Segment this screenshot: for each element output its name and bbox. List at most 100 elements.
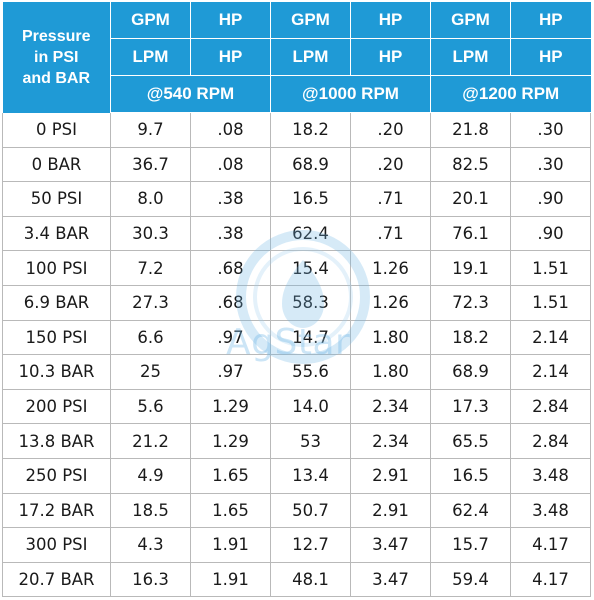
cell-gpm-540: 27.3 — [110, 285, 191, 321]
header-row-rpm: @540 RPM @1000 RPM @1200 RPM — [3, 75, 591, 113]
header-gpm-1200: GPM — [430, 2, 511, 39]
cell-hp-1200: 2.84 — [510, 389, 591, 425]
cell-pressure: 100 PSI — [2, 250, 111, 286]
cell-gpm-1000: 55.6 — [270, 354, 351, 390]
header-hp-540-metric: HP — [190, 38, 271, 76]
pressure-header-line-2: in PSI — [34, 48, 79, 66]
cell-gpm-540: 6.6 — [110, 320, 191, 356]
table-row: 6.9 BAR 27.3.68 58.3 1.26 72.3 1.51 — [2, 285, 591, 321]
cell-hp-1000: 1.80 — [350, 354, 431, 390]
table-row: 50 PSI 8.0.38 16.5.71 20.1.90 — [2, 181, 591, 217]
cell-pressure: 150 PSI — [2, 320, 111, 356]
cell-hp-540: .68 — [190, 285, 271, 321]
cell-hp-1200: 1.51 — [510, 250, 591, 286]
cell-gpm-540: 21.2 — [110, 423, 191, 459]
cell-hp-540: .38 — [190, 181, 271, 217]
cell-gpm-1200: 62.4 — [430, 493, 511, 529]
cell-gpm-1200: 59.4 — [430, 562, 511, 598]
cell-hp-540: .08 — [190, 112, 271, 148]
cell-gpm-1000: 15.4 — [270, 250, 351, 286]
cell-hp-1200: 2.14 — [510, 354, 591, 390]
cell-pressure: 3.4 BAR — [2, 216, 111, 252]
header-hp-1200: HP — [510, 2, 591, 39]
cell-hp-540: 1.29 — [190, 389, 271, 425]
cell-gpm-1200: 72.3 — [430, 285, 511, 321]
cell-hp-540: .68 — [190, 250, 271, 286]
cell-gpm-540: 4.3 — [110, 527, 191, 563]
cell-hp-1000: .20 — [350, 112, 431, 148]
table-row: 250 PSI 4.9 1.65 13.4 2.91 16.5 3.48 — [2, 458, 591, 494]
cell-hp-540: 1.29 — [190, 423, 271, 459]
header-gpm-1000: GPM — [270, 2, 351, 39]
header-lpm-540: LPM — [110, 38, 191, 76]
cell-hp-540: .38 — [190, 216, 271, 252]
cell-gpm-1200: 68.9 — [430, 354, 511, 390]
table-row: 13.8 BAR 21.2 1.29 53 2.34 65.5 2.84 — [2, 423, 591, 459]
cell-hp-540: 1.91 — [190, 527, 271, 563]
cell-hp-1200: .30 — [510, 147, 591, 183]
header-row-units-metric: LPM HP LPM HP LPM HP — [3, 38, 591, 76]
cell-pressure: 10.3 BAR — [2, 354, 111, 390]
cell-hp-1200: 2.84 — [510, 423, 591, 459]
cell-hp-540: 1.65 — [190, 458, 271, 494]
cell-hp-540: .97 — [190, 354, 271, 390]
cell-hp-540: 1.91 — [190, 562, 271, 598]
cell-pressure: 17.2 BAR — [2, 493, 111, 529]
pressure-column-header: Pressure in PSI and BAR — [2, 2, 111, 113]
cell-gpm-1000: 14.7 — [270, 320, 351, 356]
cell-hp-1200: 3.48 — [510, 458, 591, 494]
cell-hp-1000: 2.34 — [350, 423, 431, 459]
cell-hp-1200: 3.48 — [510, 493, 591, 529]
cell-gpm-1200: 82.5 — [430, 147, 511, 183]
cell-gpm-1000: 12.7 — [270, 527, 351, 563]
cell-gpm-540: 30.3 — [110, 216, 191, 252]
cell-gpm-540: 4.9 — [110, 458, 191, 494]
cell-hp-1200: .90 — [510, 216, 591, 252]
cell-hp-1200: 4.17 — [510, 562, 591, 598]
cell-hp-1000: 2.91 — [350, 493, 431, 529]
pressure-header-line-1: Pressure — [22, 27, 91, 45]
cell-gpm-1000: 14.0 — [270, 389, 351, 425]
cell-hp-1200: .30 — [510, 112, 591, 148]
header-rpm-540: @540 RPM — [110, 75, 271, 113]
cell-gpm-1200: 18.2 — [430, 320, 511, 356]
header-rpm-1200: @1200 RPM — [430, 75, 591, 113]
cell-hp-1200: 2.14 — [510, 320, 591, 356]
table-row: 10.3 BAR 25.97 55.6 1.80 68.9 2.14 — [2, 354, 591, 390]
cell-hp-1000: .71 — [350, 216, 431, 252]
cell-gpm-540: 8.0 — [110, 181, 191, 217]
table-row: 20.7 BAR 16.3 1.91 48.1 3.47 59.4 4.17 — [2, 562, 591, 598]
table-row: 17.2 BAR 18.5 1.65 50.7 2.91 62.4 3.48 — [2, 493, 591, 529]
header-lpm-1200: LPM — [430, 38, 511, 76]
cell-gpm-1200: 76.1 — [430, 216, 511, 252]
cell-pressure: 300 PSI — [2, 527, 111, 563]
cell-pressure: 250 PSI — [2, 458, 111, 494]
cell-gpm-1200: 21.8 — [430, 112, 511, 148]
cell-gpm-1000: 48.1 — [270, 562, 351, 598]
cell-gpm-1200: 15.7 — [430, 527, 511, 563]
cell-hp-1000: 2.34 — [350, 389, 431, 425]
header-rpm-1000: @1000 RPM — [270, 75, 431, 113]
cell-gpm-1000: 53 — [270, 423, 351, 459]
cell-hp-1000: .71 — [350, 181, 431, 217]
cell-pressure: 0 PSI — [2, 112, 111, 148]
table-body: 0 PSI 9.7.08 18.2.20 21.8.30 0 BAR 36.7.08 68.… — [2, 112, 591, 598]
pressure-header-line-3: and BAR — [22, 69, 91, 87]
cell-gpm-540: 16.3 — [110, 562, 191, 598]
cell-hp-1000: 1.80 — [350, 320, 431, 356]
cell-pressure: 6.9 BAR — [2, 285, 111, 321]
cell-hp-1000: .20 — [350, 147, 431, 183]
header-row-units-us: Pressure in PSI and BAR GPM HP GPM HP GP… — [2, 2, 591, 113]
cell-hp-540: .97 — [190, 320, 271, 356]
header-hp-1200-metric: HP — [510, 38, 591, 76]
table-row: 0 BAR 36.7.08 68.9.20 82.5.30 — [2, 147, 591, 183]
cell-hp-540: 1.65 — [190, 493, 271, 529]
cell-hp-1000: 3.47 — [350, 527, 431, 563]
cell-gpm-540: 9.7 — [110, 112, 191, 148]
cell-gpm-1000: 50.7 — [270, 493, 351, 529]
cell-gpm-1000: 62.4 — [270, 216, 351, 252]
cell-gpm-1200: 17.3 — [430, 389, 511, 425]
table-row: 0 PSI 9.7.08 18.2.20 21.8.30 — [2, 112, 591, 148]
cell-hp-1000: 1.26 — [350, 285, 431, 321]
table-row: 3.4 BAR 30.3.38 62.4.71 76.1.90 — [2, 216, 591, 252]
